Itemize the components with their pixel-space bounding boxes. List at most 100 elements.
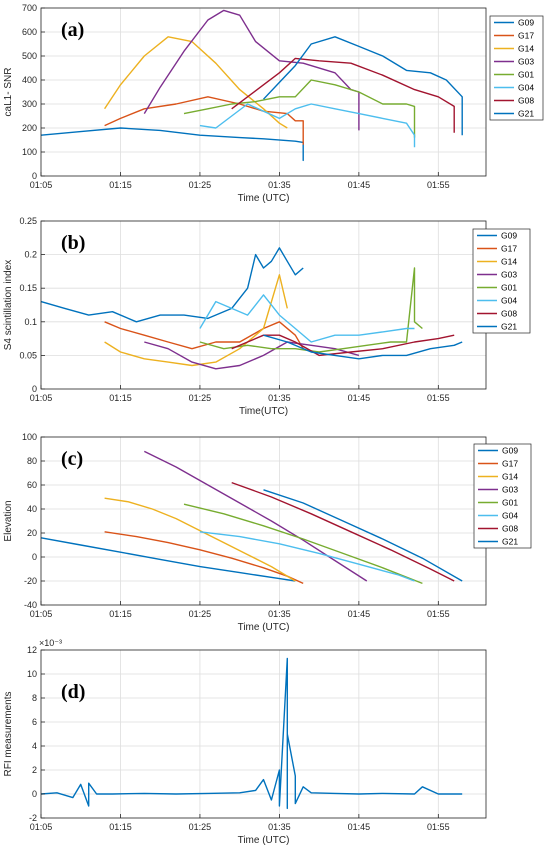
x-tick-label: 01:15	[109, 180, 132, 190]
legend-label-G01: G01	[518, 70, 534, 80]
panel-tag: (b)	[61, 232, 85, 254]
y-axis-label: Elevation	[3, 500, 14, 541]
y-tick-label: 20	[27, 528, 37, 538]
series-line-G09	[40, 537, 296, 582]
y-tick-label: 0	[32, 384, 37, 394]
x-tick-label: 01:55	[427, 393, 450, 403]
x-tick-label: 01:45	[348, 180, 371, 190]
y-axis-label: S4 scintillation index	[3, 260, 14, 351]
legend-box	[489, 15, 544, 121]
y-tick-label: 0.05	[19, 350, 37, 360]
y-multiplier: ×10⁻³	[39, 638, 62, 648]
legend-label-G01: G01	[502, 498, 518, 508]
panel-3: 01:05 01:15 01:25 01:35 01:45 01:55 -2 0 2 4 6 8 10 1…	[3, 638, 487, 846]
panel-tag: (a)	[61, 19, 84, 41]
legend-box	[473, 443, 532, 549]
y-tick-label: 100	[22, 432, 37, 442]
y-tick-label: 0.25	[19, 216, 37, 226]
legend-label-G21: G21	[501, 322, 517, 332]
legend: G09 G17 G14 G03 G01 G04 G08 G21	[489, 15, 544, 121]
y-tick-label: 700	[22, 3, 37, 13]
legend-label-G14: G14	[518, 44, 534, 54]
x-tick-label: 01:55	[427, 609, 450, 619]
x-tick-label: 01:25	[189, 180, 212, 190]
x-tick-label: 01:05	[30, 180, 53, 190]
series-line-G17	[104, 96, 304, 145]
legend-label-G08: G08	[502, 524, 518, 534]
series-line-G08	[231, 334, 455, 357]
panel-1: 01:05 01:15 01:25 01:35 01:45 01:55 0 0.05 0.1 0.…	[3, 216, 531, 417]
panel-0: 01:05 01:15 01:25 01:35 01:45 01:55 0 100 200 300…	[3, 3, 544, 204]
legend-label-G04: G04	[518, 83, 534, 93]
x-tick-label: 01:45	[348, 822, 371, 832]
legend-label-G21: G21	[518, 109, 534, 119]
y-tick-label: 8	[32, 693, 37, 703]
y-tick-label: -20	[24, 576, 37, 586]
x-axis-label: Time (UTC)	[238, 835, 290, 846]
series-line-G21	[263, 489, 463, 582]
y-tick-label: 0	[32, 552, 37, 562]
legend-label-G08: G08	[501, 309, 517, 319]
x-tick-label: 01:35	[268, 393, 291, 403]
plot-area	[41, 221, 486, 389]
x-tick-label: 01:25	[189, 609, 212, 619]
x-tick-label: 01:35	[268, 180, 291, 190]
series-line-G04	[199, 294, 415, 343]
legend-label-G03: G03	[518, 57, 534, 67]
legend: G09 G17 G14 G03 G01 G04 G08 G21	[473, 443, 532, 549]
legend-label-G03: G03	[502, 485, 518, 495]
y-tick-label: 500	[22, 51, 37, 61]
legend-label-G14: G14	[502, 472, 518, 482]
series-line-G21	[263, 334, 463, 360]
x-tick-label: 01:05	[30, 822, 53, 832]
x-tick-label: 01:05	[30, 609, 53, 619]
series-line-G08	[231, 481, 455, 582]
legend-label-G09: G09	[518, 18, 534, 28]
y-axis-label: RFI measurements	[3, 691, 14, 776]
y-tick-label: 12	[27, 645, 37, 655]
y-tick-label: 0.15	[19, 283, 37, 293]
series-line-G04	[199, 103, 416, 148]
series-line-G08	[231, 57, 455, 133]
y-tick-label: 2	[32, 765, 37, 775]
legend-label-G21: G21	[502, 537, 518, 547]
y-tick-label: 10	[27, 669, 37, 679]
legend: G09 G17 G14 G03 G01 G04 G08 G21	[472, 228, 531, 334]
y-tick-label: 0	[32, 171, 37, 181]
legend-label-G09: G09	[501, 231, 517, 241]
legend-label-G04: G04	[502, 511, 518, 521]
x-tick-label: 01:05	[30, 393, 53, 403]
series-line-G14	[104, 36, 288, 129]
y-tick-label: 0.2	[24, 250, 37, 260]
legend-label-G08: G08	[518, 96, 534, 106]
x-tick-label: 01:35	[268, 822, 291, 832]
series-line-G17	[104, 321, 304, 350]
y-tick-label: 0.1	[24, 317, 37, 327]
series-line-G01	[183, 79, 416, 138]
x-tick-label: 01:25	[189, 393, 212, 403]
x-tick-label: 01:45	[348, 393, 371, 403]
axes-box	[40, 7, 487, 177]
series-line-G09	[40, 127, 304, 162]
y-tick-label: 40	[27, 504, 37, 514]
series-line-G03	[144, 341, 360, 370]
x-tick-label: 01:15	[109, 609, 132, 619]
legend-label-G17: G17	[502, 459, 518, 469]
x-tick-label: 01:15	[109, 822, 132, 832]
y-tick-label: 4	[32, 741, 37, 751]
y-tick-label: 600	[22, 27, 37, 37]
x-tick-label: 01:15	[109, 393, 132, 403]
series-line-G17	[104, 531, 304, 585]
plot-area	[41, 650, 486, 818]
legend-label-G17: G17	[518, 31, 534, 41]
series-line-G14	[104, 497, 296, 582]
plot-area	[41, 8, 486, 176]
x-axis-label: Time(UTC)	[239, 406, 288, 417]
legend-box	[472, 228, 531, 334]
legend-label-G14: G14	[501, 257, 517, 267]
series-line-G01	[199, 267, 423, 353]
y-tick-label: 6	[32, 717, 37, 727]
series-line-G14	[104, 274, 288, 367]
series-line-G21	[262, 36, 463, 136]
